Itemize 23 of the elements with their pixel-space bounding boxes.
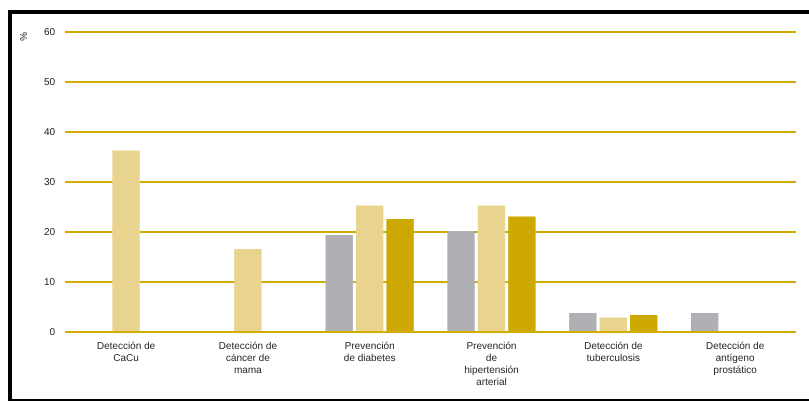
x-tick-label: Detección de tuberculosis [584,340,643,364]
y-tick-label: 60 [44,26,56,38]
bar [600,318,627,331]
bar [690,313,718,331]
bar [356,206,384,331]
bar [234,249,262,331]
bar [326,235,353,331]
y-tick-label: 0 [50,326,56,338]
x-tick-label: Prevención de hipertensión arterial [464,340,519,388]
y-axis-title: % [18,32,30,41]
y-tick-label: 30 [44,176,56,188]
bar [447,231,475,331]
x-tick-label: Detección de antígeno prostático [706,340,765,376]
y-tick-label: 50 [44,76,56,88]
bar [112,150,140,331]
bar [478,206,506,331]
y-tick-label: 10 [44,276,56,288]
x-tick-label: Detección de cáncer de mama [218,340,278,376]
x-tick-label: Prevención de diabetes [344,340,396,364]
y-tick-label: 40 [44,126,56,138]
bar [569,313,597,331]
x-tick-label: Detección de CaCu [96,340,156,364]
y-tick-label: 20 [44,226,56,238]
